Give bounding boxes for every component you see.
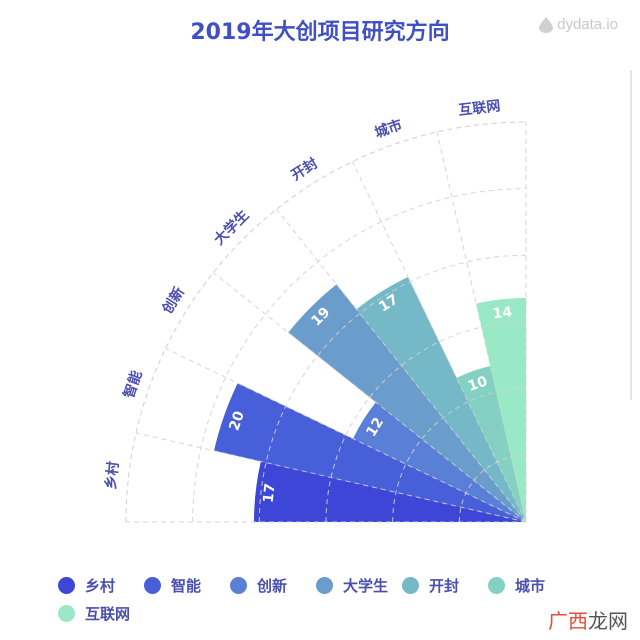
category-label-城市: 城市 <box>372 116 404 141</box>
watermark: 广西 龙网 <box>544 605 632 634</box>
grid-arc-3 <box>325 321 527 523</box>
watermark-part-2: 龙网 <box>588 609 628 633</box>
legend-swatch <box>230 576 247 594</box>
legend-label: 智能 <box>171 576 202 595</box>
legend-swatch <box>58 576 75 594</box>
bar-大学生 <box>288 284 526 522</box>
category-label-创新: 创新 <box>158 284 188 318</box>
grid-arc-4 <box>258 254 527 523</box>
legend-item[interactable]: 大学生 <box>316 574 402 596</box>
legend-swatch <box>144 576 161 594</box>
chart-legend: 乡村 智能 创新 大学生 开封 城市互联网 <box>58 574 598 624</box>
legend-label: 大学生 <box>343 576 389 595</box>
value-label-城市: 10 <box>466 373 490 395</box>
bar-智能 <box>214 383 526 522</box>
grid-arc-2 <box>392 388 527 523</box>
value-label-乡村: 17 <box>261 483 279 504</box>
logo-text: dydata.io <box>557 16 618 33</box>
grid-arc-6 <box>125 121 527 523</box>
legend-swatch <box>402 576 419 594</box>
category-label-乡村: 乡村 <box>102 461 122 491</box>
category-label-智能: 智能 <box>120 368 146 401</box>
brand-logo: dydata.io <box>539 16 618 33</box>
legend-label: 创新 <box>257 576 288 595</box>
legend-item[interactable]: 智能 <box>144 574 230 596</box>
legend-label: 乡村 <box>85 576 116 595</box>
bar-乡村 <box>254 461 526 522</box>
legend-label: 开封 <box>429 576 460 595</box>
grid-spoke-4 <box>276 208 527 523</box>
legend-item[interactable]: 创新 <box>230 574 316 596</box>
grid-spoke-6 <box>436 131 527 523</box>
grid-spoke-3 <box>212 272 527 523</box>
droplet-icon <box>539 16 554 33</box>
legend-swatch <box>316 576 333 594</box>
category-label-大学生: 大学生 <box>211 207 253 249</box>
legend-item[interactable]: 互联网 <box>58 602 144 624</box>
bar-城市 <box>456 366 526 522</box>
category-label-开封: 开封 <box>288 155 321 184</box>
grid-spoke-1 <box>135 432 527 523</box>
page-edge-divider <box>630 70 632 400</box>
legend-label: 互联网 <box>85 604 131 623</box>
grid-spoke-5 <box>351 161 527 523</box>
bar-开封 <box>356 276 526 522</box>
legend-swatch <box>58 604 75 622</box>
bar-创新 <box>353 402 526 522</box>
chart-title: 2019年大创项目研究方向 <box>190 20 450 45</box>
legend-swatch <box>488 576 505 594</box>
legend-item[interactable]: 城市 <box>488 574 574 596</box>
grid-arc-1 <box>458 454 527 523</box>
value-label-互联网: 14 <box>492 304 513 322</box>
watermark-part-1: 广西 <box>548 609 588 633</box>
category-label-互联网: 互联网 <box>458 98 502 119</box>
legend-item[interactable]: 开封 <box>402 574 488 596</box>
legend-item[interactable]: 乡村 <box>58 574 144 596</box>
legend-label: 城市 <box>515 576 546 595</box>
grid-spoke-2 <box>165 347 527 523</box>
value-label-智能: 20 <box>226 409 248 433</box>
grid-arc-5 <box>192 188 527 523</box>
